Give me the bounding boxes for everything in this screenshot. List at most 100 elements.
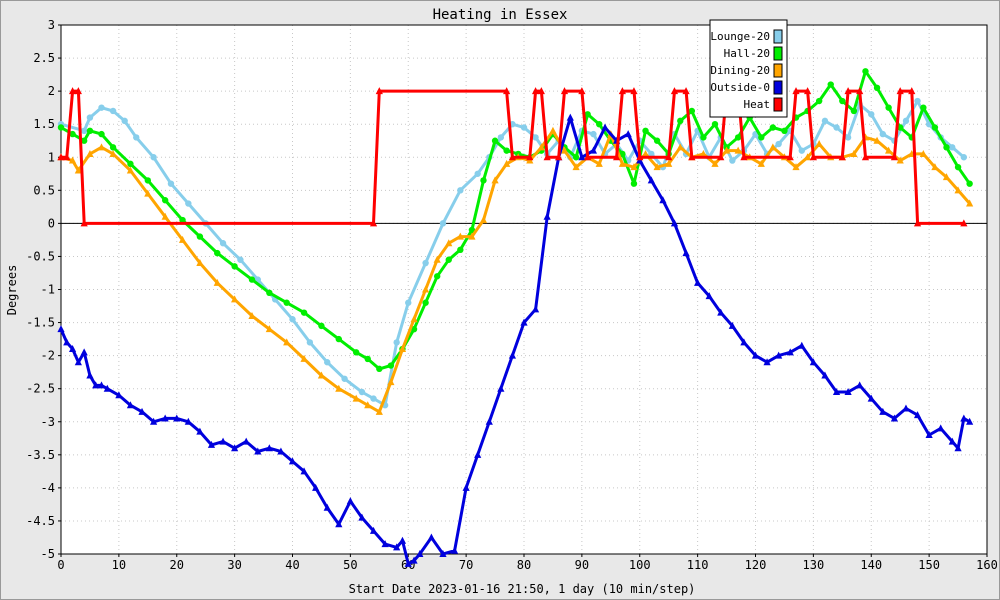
data-point-hall-20: [769, 124, 777, 131]
data-point-outside-0: [173, 414, 181, 422]
data-point-outside-0: [705, 292, 713, 300]
data-point-hall-20: [711, 120, 719, 128]
data-point-heat: [503, 87, 511, 95]
data-point-dining-20: [966, 199, 974, 207]
data-point-dining-20: [896, 156, 904, 164]
data-point-hall-20: [214, 249, 221, 257]
data-point-heat: [375, 87, 383, 95]
data-point-hall-20: [920, 104, 927, 111]
data-point-dining-20: [665, 159, 673, 167]
data-point-lounge-20: [833, 124, 840, 131]
data-point-heat: [618, 87, 626, 95]
data-point-lounge-20: [960, 154, 968, 161]
data-point-dining-20: [792, 163, 800, 171]
legend-label: Heat: [744, 98, 771, 111]
data-point-dining-20: [456, 232, 464, 240]
data-point-heat: [80, 219, 88, 227]
data-point-dining-20: [803, 153, 812, 161]
y-tick-label: -5: [41, 547, 55, 561]
x-tick-label: 30: [227, 558, 241, 572]
data-point-hall-20: [445, 256, 452, 263]
data-point-hall-20: [457, 246, 464, 254]
data-point-outside-0: [393, 543, 401, 551]
data-point-lounge-20: [902, 117, 910, 125]
x-tick-label: 130: [803, 558, 825, 572]
data-point-dining-20: [144, 189, 152, 197]
data-point-dining-20: [317, 371, 326, 379]
y-axis-label: Degrees: [5, 265, 19, 316]
data-point-heat: [74, 87, 82, 95]
data-point-outside-0: [300, 467, 308, 475]
chart-title: Heating in Essex: [433, 7, 568, 23]
data-point-lounge-20: [914, 97, 921, 105]
data-point-outside-0: [682, 249, 690, 257]
data-point-hall-20: [758, 134, 765, 141]
data-point-outside-0: [821, 371, 829, 379]
data-point-outside-0: [717, 308, 725, 316]
data-point-outside-0: [694, 278, 702, 286]
data-point-heat: [856, 87, 864, 95]
data-point-hall-20: [873, 84, 881, 92]
data-point-hall-20: [468, 226, 476, 234]
y-tick-label: -0.5: [26, 249, 55, 263]
data-point-outside-0: [358, 513, 366, 521]
data-point-lounge-20: [439, 220, 447, 227]
data-point-lounge-20: [422, 259, 429, 267]
data-point-lounge-20: [405, 299, 412, 306]
series-hall-20: [57, 68, 973, 373]
data-point-hall-20: [653, 137, 661, 144]
data-point-outside-0: [346, 497, 354, 505]
y-tick-label: -2.5: [26, 382, 55, 396]
data-point-dining-20: [549, 126, 557, 134]
data-point-dining-20: [433, 255, 441, 263]
data-point-dining-20: [942, 173, 951, 181]
data-point-heat: [740, 153, 748, 161]
data-point-hall-20: [781, 127, 788, 134]
x-tick-label: 160: [976, 558, 998, 572]
data-point-outside-0: [184, 417, 192, 425]
data-point-lounge-20: [80, 127, 88, 134]
data-point-dining-20: [213, 278, 221, 286]
data-point-heat: [508, 153, 517, 161]
x-tick-label: 80: [517, 558, 531, 572]
data-point-lounge-20: [219, 240, 227, 247]
data-point-hall-20: [734, 134, 742, 141]
data-point-dining-20: [352, 394, 360, 402]
data-point-dining-20: [196, 259, 204, 267]
data-point-heat: [630, 87, 638, 95]
data-point-dining-20: [468, 232, 476, 240]
data-point-dining-20: [410, 315, 418, 323]
data-point-outside-0: [966, 417, 974, 425]
data-point-heat: [844, 87, 852, 95]
data-point-dining-20: [161, 212, 169, 220]
data-point-outside-0: [74, 358, 82, 366]
data-point-outside-0: [508, 351, 517, 359]
data-point-dining-20: [711, 159, 719, 167]
data-point-dining-20: [722, 146, 731, 154]
data-point-hall-20: [248, 276, 256, 283]
data-point-outside-0: [288, 457, 297, 465]
data-point-hall-20: [584, 111, 591, 118]
data-point-dining-20: [364, 401, 372, 409]
data-point-hall-20: [433, 273, 441, 280]
data-point-outside-0: [312, 483, 320, 491]
data-point-hall-20: [69, 130, 76, 138]
data-point-heat: [913, 219, 922, 227]
data-point-lounge-20: [358, 388, 366, 396]
data-point-heat: [960, 219, 968, 227]
data-point-outside-0: [647, 176, 655, 184]
data-point-lounge-20: [86, 114, 94, 121]
y-tick-label: 2: [48, 84, 55, 98]
data-point-lounge-20: [532, 134, 539, 141]
series-layer: [57, 68, 974, 567]
data-point-dining-20: [387, 378, 395, 386]
data-point-outside-0: [844, 387, 852, 395]
data-point-outside-0: [254, 447, 262, 455]
data-point-heat: [560, 87, 569, 95]
data-point-outside-0: [809, 358, 817, 366]
data-point-dining-20: [86, 149, 94, 157]
data-point-outside-0: [427, 533, 435, 541]
data-point-outside-0: [404, 559, 412, 567]
data-point-heat: [665, 153, 673, 161]
data-point-lounge-20: [185, 200, 192, 207]
